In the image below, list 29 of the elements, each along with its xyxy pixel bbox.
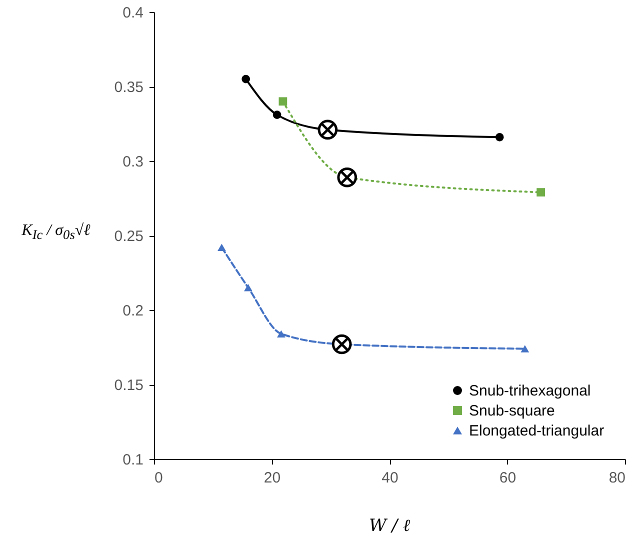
x-tick-label: 20: [264, 470, 281, 486]
y-tick-label: 0.2: [122, 302, 144, 320]
point: [495, 132, 504, 142]
point: [536, 188, 545, 196]
x-tick-label: 60: [499, 470, 516, 486]
x-tick-label: 0: [154, 470, 163, 486]
legend-label: Elongated-triangular: [469, 422, 604, 440]
point: [242, 74, 250, 84]
y-tick-label: 0.35: [114, 79, 144, 96]
point: [218, 244, 226, 252]
point: [278, 97, 288, 106]
y-tick-label: 0.15: [114, 377, 144, 394]
point: [337, 167, 358, 188]
point: [332, 334, 352, 354]
x-tick-label: 80: [608, 470, 626, 486]
point: [276, 330, 286, 338]
x-axis-title: W / ℓ: [368, 516, 412, 536]
y-tick-label: 0.3: [122, 154, 144, 170]
legend-label: Snub-trihexagonal: [469, 382, 591, 400]
y-tick-label: 0.25: [114, 228, 144, 245]
y-tick-label: 0.1: [122, 452, 144, 468]
point: [318, 120, 338, 140]
x-tick-label: 40: [382, 470, 398, 486]
point: [244, 284, 252, 292]
y-tick-label: 0.4: [122, 4, 144, 22]
y-axis-title: K$_{Ic}$ / σ$_{0s}$√ℓ: [20, 222, 92, 244]
point: [520, 345, 530, 352]
legend-label: Snub-square: [469, 402, 555, 420]
point: [272, 110, 282, 119]
